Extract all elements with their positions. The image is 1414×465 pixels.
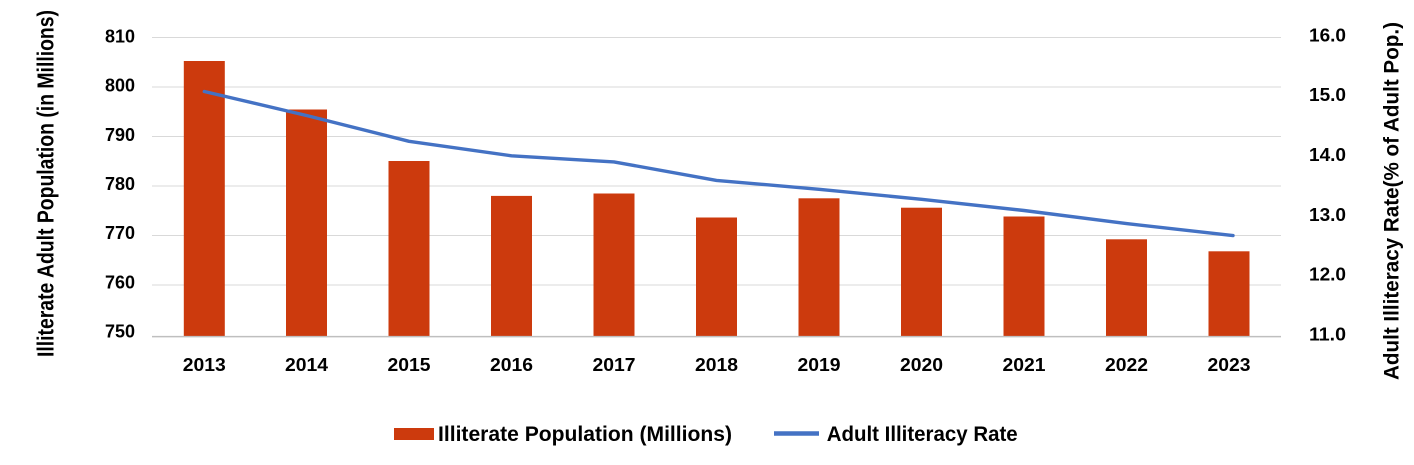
svg-text:760: 760 [105,272,135,292]
svg-text:12.0: 12.0 [1309,265,1346,285]
svg-text:13.0: 13.0 [1309,205,1346,225]
svg-text:Illiterate Population (Million: Illiterate Population (Millions) [438,423,732,446]
svg-text:2013: 2013 [183,355,226,375]
svg-text:800: 800 [105,76,135,96]
svg-text:Adult Illiteracy Rate(% of Adu: Adult Illiteracy Rate(% of Adult Pop.) [1381,22,1404,380]
svg-text:Adult Illiteracy Rate: Adult Illiteracy Rate [827,423,1018,446]
svg-text:14.0: 14.0 [1309,145,1346,165]
svg-text:2019: 2019 [798,355,841,375]
svg-text:Illiterate Adult Population (i: Illiterate Adult Population (in Millions… [33,10,59,357]
svg-text:16.0: 16.0 [1309,25,1346,45]
svg-text:810: 810 [105,27,135,47]
svg-text:2021: 2021 [1003,355,1046,375]
svg-text:2023: 2023 [1208,355,1251,375]
svg-text:15.0: 15.0 [1309,85,1346,105]
svg-text:790: 790 [105,125,135,145]
svg-text:2014: 2014 [285,355,328,375]
svg-text:770: 770 [105,223,135,243]
svg-text:2016: 2016 [490,355,533,375]
svg-text:11.0: 11.0 [1309,324,1346,344]
svg-text:780: 780 [105,174,135,194]
svg-text:2015: 2015 [388,355,431,375]
svg-text:2022: 2022 [1105,355,1148,375]
svg-text:2020: 2020 [900,355,943,375]
svg-text:2018: 2018 [695,355,738,375]
svg-text:2017: 2017 [593,355,636,375]
svg-text:750: 750 [105,322,135,342]
